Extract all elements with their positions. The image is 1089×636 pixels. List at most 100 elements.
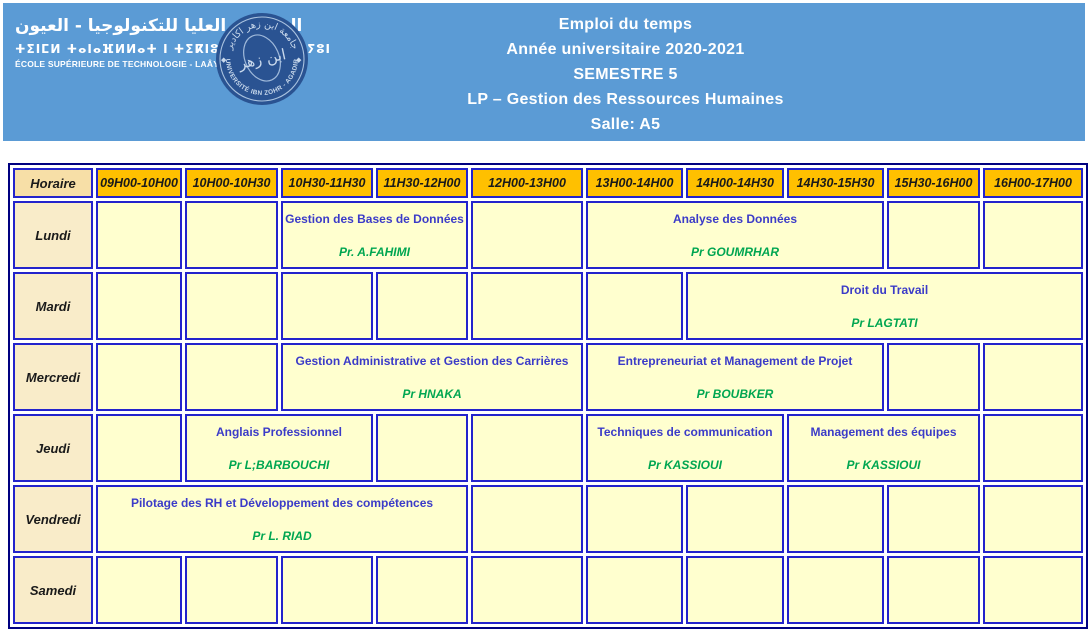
professor-name: Pr BOUBKER bbox=[696, 386, 774, 401]
course-name: Gestion Administrative et Gestion des Ca… bbox=[295, 353, 569, 368]
title-line-1: Emploi du temps bbox=[558, 16, 693, 33]
course-cell: Management des équipes Pr KASSIOUI bbox=[787, 414, 980, 482]
empty-cell bbox=[471, 272, 583, 340]
empty-cell bbox=[471, 556, 583, 624]
course-cell: Droit du Travail Pr LAGTATI bbox=[686, 272, 1083, 340]
time-slot-header-1: 09H00-10H00 bbox=[96, 168, 182, 198]
time-slot-header-9: 15H30-16H00 bbox=[887, 168, 980, 198]
course-cell: Anglais Professionnel Pr L;BARBOUCHI bbox=[185, 414, 373, 482]
day-label-mercredi: Mercredi bbox=[13, 343, 93, 411]
horaire-header: Horaire bbox=[13, 168, 93, 198]
empty-cell bbox=[586, 556, 683, 624]
document-title: Emploi du temps Année universitaire 2020… bbox=[163, 12, 1088, 137]
course-name: Management des équipes bbox=[810, 424, 957, 439]
logo-circle bbox=[216, 13, 308, 105]
timetable-row-samedi: Samedi bbox=[13, 556, 1083, 624]
empty-cell bbox=[887, 556, 980, 624]
day-label-samedi: Samedi bbox=[13, 556, 93, 624]
title-line-5: Salle: A5 bbox=[590, 116, 661, 133]
title-line-3: SEMESTRE 5 bbox=[573, 66, 678, 83]
empty-cell bbox=[787, 556, 884, 624]
logo-diamond-right-icon: ◆ bbox=[296, 57, 302, 64]
title-line-2: Année universitaire 2020-2021 bbox=[506, 41, 745, 58]
timetable-row-mercredi: Mercredi Gestion Administrative et Gesti… bbox=[13, 343, 1083, 411]
time-slot-header-3: 10H30-11H30 bbox=[281, 168, 373, 198]
empty-cell bbox=[96, 201, 182, 269]
professor-name: Pr L. RIAD bbox=[252, 528, 312, 543]
course-name: Techniques de communication bbox=[597, 424, 773, 439]
empty-cell bbox=[376, 556, 468, 624]
empty-cell bbox=[185, 201, 278, 269]
professor-name: Pr KASSIOUI bbox=[647, 457, 722, 472]
course-name: Entrepreneuriat et Management de Projet bbox=[617, 353, 853, 368]
empty-cell bbox=[471, 201, 583, 269]
empty-cell bbox=[96, 272, 182, 340]
empty-cell bbox=[686, 556, 784, 624]
empty-cell bbox=[96, 556, 182, 624]
empty-cell bbox=[787, 485, 884, 553]
empty-cell bbox=[376, 272, 468, 340]
professor-name: Pr. A.FAHIMI bbox=[339, 244, 410, 259]
timetable: Horaire 09H00-10H00 10H00-10H30 10H30-11… bbox=[8, 163, 1088, 629]
institution-name-french: ÉCOLE SUPÉRIEURE DE TECHNOLOGIE - LAÂYOU… bbox=[15, 59, 245, 69]
time-slot-header-8: 14H30-15H30 bbox=[787, 168, 884, 198]
day-label-vendredi: Vendredi bbox=[13, 485, 93, 553]
empty-cell bbox=[686, 485, 784, 553]
professor-name: Pr LAGTATI bbox=[851, 315, 918, 330]
empty-cell bbox=[471, 485, 583, 553]
empty-cell bbox=[281, 272, 373, 340]
course-cell: Techniques de communication Pr KASSIOUI bbox=[586, 414, 784, 482]
course-cell: Entrepreneuriat et Management de Projet … bbox=[586, 343, 884, 411]
empty-cell bbox=[96, 343, 182, 411]
empty-cell bbox=[887, 201, 980, 269]
course-cell: Analyse des Données Pr GOUMRHAR bbox=[586, 201, 884, 269]
day-label-jeudi: Jeudi bbox=[13, 414, 93, 482]
time-slot-header-10: 16H00-17H00 bbox=[983, 168, 1083, 198]
empty-cell bbox=[983, 556, 1083, 624]
course-name: Droit du Travail bbox=[840, 282, 929, 297]
empty-cell bbox=[983, 414, 1083, 482]
empty-cell bbox=[983, 201, 1083, 269]
time-slot-header-2: 10H00-10H30 bbox=[185, 168, 278, 198]
empty-cell bbox=[185, 272, 278, 340]
empty-cell bbox=[586, 485, 683, 553]
timetable-header-row: Horaire 09H00-10H00 10H00-10H30 10H30-11… bbox=[13, 168, 1083, 198]
empty-cell bbox=[185, 556, 278, 624]
course-name: Gestion des Bases de Données bbox=[285, 211, 464, 226]
time-slot-header-7: 14H00-14H30 bbox=[686, 168, 784, 198]
course-cell: Gestion Administrative et Gestion des Ca… bbox=[281, 343, 583, 411]
empty-cell bbox=[185, 343, 278, 411]
time-slot-header-5: 12H00-13H00 bbox=[471, 168, 583, 198]
university-logo: جامعة ابن زهر اكادير UNIVERSITÉ IBN ZOHR… bbox=[214, 11, 310, 107]
empty-cell bbox=[983, 485, 1083, 553]
timetable-row-lundi: Lundi Gestion des Bases de Données Pr. A… bbox=[13, 201, 1083, 269]
logo-diamond-left-icon: ◆ bbox=[221, 57, 227, 64]
professor-name: Pr KASSIOUI bbox=[846, 457, 921, 472]
empty-cell bbox=[96, 414, 182, 482]
empty-cell bbox=[887, 485, 980, 553]
course-cell: Pilotage des RH et Développement des com… bbox=[96, 485, 468, 553]
time-slot-header-6: 13H00-14H00 bbox=[586, 168, 683, 198]
timetable-row-vendredi: Vendredi Pilotage des RH et Développemen… bbox=[13, 485, 1083, 553]
course-name: Pilotage des RH et Développement des com… bbox=[130, 495, 434, 510]
empty-cell bbox=[471, 414, 583, 482]
professor-name: Pr HNAKA bbox=[402, 386, 462, 401]
timetable-row-jeudi: Jeudi Anglais Professionnel Pr L;BARBOUC… bbox=[13, 414, 1083, 482]
empty-cell bbox=[586, 272, 683, 340]
course-cell: Gestion des Bases de Données Pr. A.FAHIM… bbox=[281, 201, 468, 269]
course-name: Anglais Professionnel bbox=[215, 424, 343, 439]
empty-cell bbox=[376, 414, 468, 482]
university-logo-icon: جامعة ابن زهر اكادير UNIVERSITÉ IBN ZOHR… bbox=[216, 13, 308, 105]
professor-name: Pr GOUMRHAR bbox=[690, 244, 779, 259]
timetable-row-mardi: Mardi Droit du Travail Pr LAGTATI bbox=[13, 272, 1083, 340]
day-label-mardi: Mardi bbox=[13, 272, 93, 340]
professor-name: Pr L;BARBOUCHI bbox=[228, 457, 330, 472]
title-line-4: LP – Gestion des Ressources Humaines bbox=[467, 91, 784, 108]
empty-cell bbox=[983, 343, 1083, 411]
empty-cell bbox=[887, 343, 980, 411]
course-name: Analyse des Données bbox=[672, 211, 798, 226]
header-banner: المدرسة العليا للتكنولوجيا - العيون ⵜⵉⵏⵎ… bbox=[3, 3, 1085, 141]
day-label-lundi: Lundi bbox=[13, 201, 93, 269]
empty-cell bbox=[281, 556, 373, 624]
time-slot-header-4: 11H30-12H00 bbox=[376, 168, 468, 198]
